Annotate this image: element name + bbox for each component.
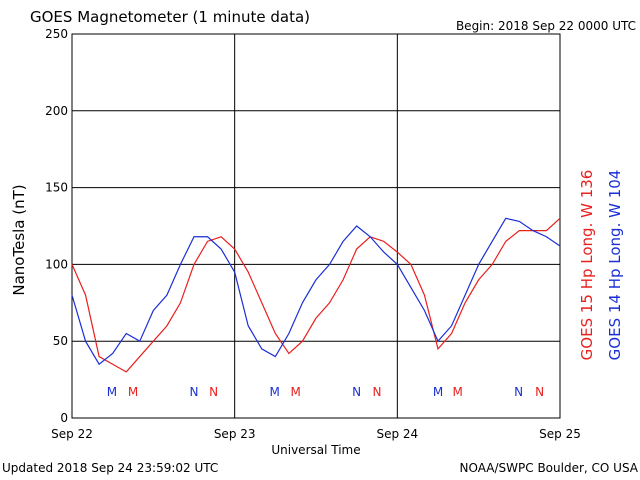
series-line <box>71 217 561 366</box>
legend-label: GOES 15 Hp Long. W 136 <box>578 170 596 361</box>
x-tick-label: Sep 22 <box>51 427 93 441</box>
chart-title: GOES Magnetometer (1 minute data) <box>30 8 310 26</box>
annotation: N <box>190 385 199 399</box>
annotation: M <box>452 385 462 399</box>
annotation: N <box>209 385 218 399</box>
y-tick-label: 100 <box>45 257 68 271</box>
annotation: M <box>433 385 443 399</box>
x-axis-label: Universal Time <box>271 443 360 457</box>
annotation: M <box>269 385 279 399</box>
x-tick-label: Sep 25 <box>539 427 581 441</box>
annotation: N <box>535 385 544 399</box>
footer-right: NOAA/SWPC Boulder, CO USA <box>460 461 639 475</box>
footer-left: Updated 2018 Sep 24 23:59:02 UTC <box>2 461 218 475</box>
y-tick-label: 150 <box>45 181 68 195</box>
y-tick-label: 0 <box>60 411 68 425</box>
annotation: N <box>373 385 382 399</box>
y-tick-label: 200 <box>45 104 68 118</box>
y-axis-label: NanoTesla (nT) <box>10 184 28 295</box>
annotation: N <box>514 385 523 399</box>
annotation: M <box>128 385 138 399</box>
annotation: N <box>352 385 361 399</box>
x-tick-label: Sep 23 <box>214 427 256 441</box>
legend-label: GOES 14 Hp Long. W 104 <box>606 170 624 361</box>
chart-subtitle: Begin: 2018 Sep 22 0000 UTC <box>456 19 636 33</box>
annotation: M <box>290 385 300 399</box>
plot-frame <box>71 33 561 419</box>
y-tick-label: 250 <box>45 27 68 41</box>
y-tick-label: 50 <box>53 334 68 348</box>
series-line <box>71 217 561 373</box>
annotation: M <box>107 385 117 399</box>
x-tick-label: Sep 24 <box>376 427 418 441</box>
